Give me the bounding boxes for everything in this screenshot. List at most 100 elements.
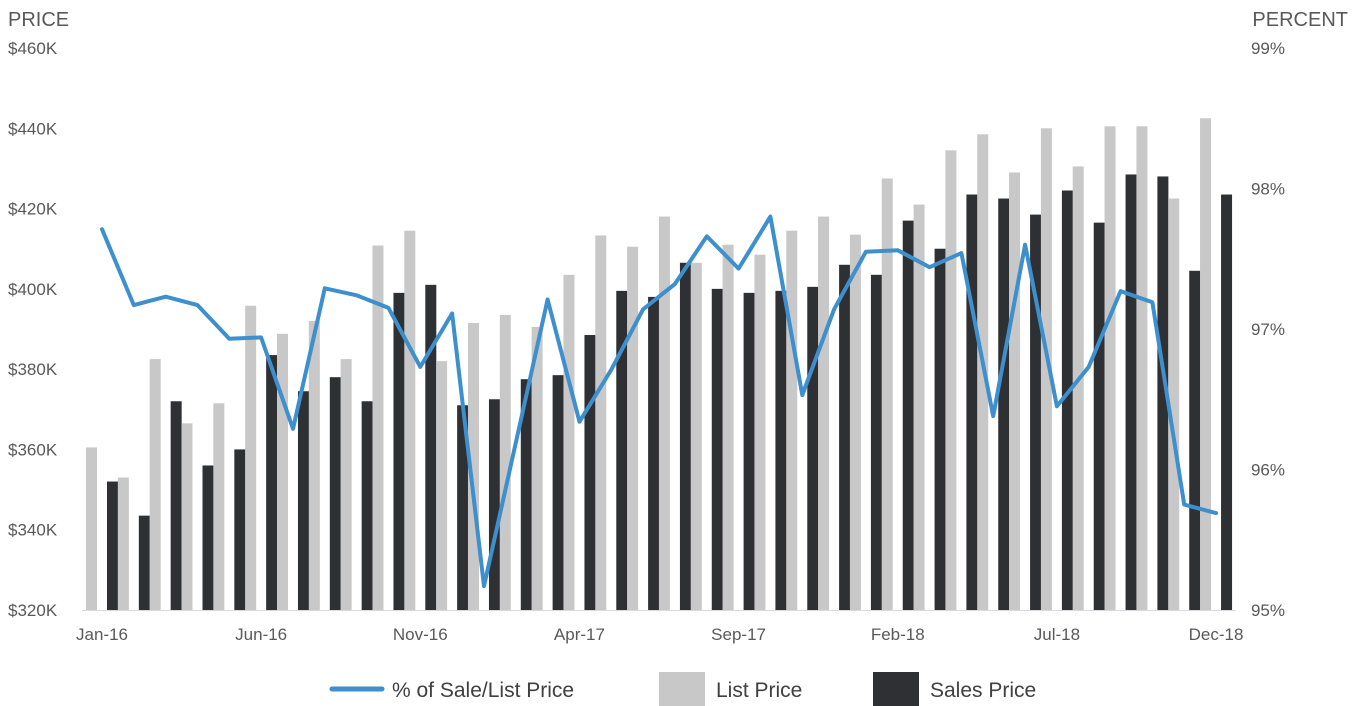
list-price-bar — [181, 423, 193, 610]
sales-price-bar — [616, 290, 628, 610]
sales-price-bar — [329, 377, 341, 610]
list-price-bar — [690, 262, 702, 610]
x-tick-label: Jul-18 — [1034, 625, 1080, 644]
left-tick-label: $380K — [8, 360, 58, 379]
list-price-bar — [1200, 118, 1212, 610]
x-tick-label: Feb-18 — [871, 625, 925, 644]
list-price-bar — [531, 326, 543, 610]
left-axis-ticks: $460K $440K $420K $400K $380K $360K $340K $320K — [8, 39, 58, 620]
right-tick-label: 95% — [1251, 601, 1285, 620]
sales-price-bar — [457, 405, 469, 610]
list-price-bar — [595, 235, 607, 610]
right-tick-label: 99% — [1251, 39, 1285, 58]
sales-price-bar — [998, 198, 1010, 611]
sales-price-bar — [743, 292, 755, 610]
sales-price-bar — [234, 449, 246, 610]
sales-price-bar — [902, 220, 914, 610]
list-price-bar — [722, 244, 734, 610]
left-tick-label: $360K — [8, 440, 58, 459]
sales-price-bar — [966, 194, 978, 610]
x-tick-label: Jun-16 — [235, 625, 287, 644]
sales-price-bar — [107, 481, 118, 610]
list-price-bar — [1168, 198, 1180, 611]
bar-series — [86, 118, 1233, 611]
list-price-bar — [913, 204, 925, 611]
list-price-bar — [372, 245, 384, 610]
right-axis-ticks: 99% 98% 97% 96% 95% — [1251, 39, 1285, 620]
sales-price-bar — [584, 335, 596, 610]
x-tick-label: Sep-17 — [711, 625, 766, 644]
sales-price-bar — [807, 286, 819, 610]
legend-sales-price-swatch — [873, 672, 919, 706]
sales-price-bar — [679, 262, 691, 610]
sales-price-bar — [934, 248, 946, 610]
left-tick-label: $400K — [8, 280, 58, 299]
percent-sale-list-line — [100, 214, 1218, 589]
list-price-bar — [436, 361, 448, 610]
list-price-bar — [308, 320, 320, 610]
sales-price-bar — [202, 465, 214, 610]
legend-label-list-price: List Price — [716, 679, 802, 702]
right-tick-label: 97% — [1251, 320, 1285, 339]
list-price-bar — [149, 359, 161, 610]
list-price-bar — [1104, 126, 1116, 611]
list-price-bar — [404, 230, 416, 610]
list-price-bar — [658, 216, 670, 610]
list-price-bar — [786, 230, 798, 610]
list-price-bar — [340, 359, 352, 610]
x-tick-label: Apr-17 — [554, 625, 605, 644]
left-tick-label: $320K — [8, 601, 58, 620]
left-tick-label: $340K — [8, 521, 58, 540]
line-series — [100, 214, 1218, 589]
x-tick-label: Jan-16 — [76, 625, 128, 644]
sales-price-bar — [488, 399, 500, 610]
legend-list-price-swatch — [659, 672, 705, 706]
sales-price-bar — [711, 288, 723, 610]
right-tick-label: 96% — [1251, 461, 1285, 480]
sales-price-bar — [1093, 222, 1105, 610]
left-tick-label: $440K — [8, 119, 58, 138]
sales-price-bar — [266, 355, 278, 610]
sales-price-bar — [1157, 176, 1169, 610]
sales-price-bar — [1061, 190, 1073, 610]
right-axis-title: PERCENT — [1252, 9, 1348, 31]
list-price-bar — [276, 333, 288, 610]
left-tick-label: $420K — [8, 200, 58, 219]
sales-price-bar — [1125, 174, 1137, 610]
list-price-bar — [213, 403, 225, 610]
list-price-bar — [1040, 128, 1052, 611]
list-price-bar — [1072, 166, 1084, 610]
sales-price-bar — [297, 391, 309, 610]
sales-price-bar — [775, 290, 787, 610]
list-price-bar — [754, 254, 766, 610]
right-tick-label: 98% — [1251, 180, 1285, 199]
list-price-bar — [499, 314, 511, 610]
sales-price-bar — [520, 379, 532, 610]
list-price-bar — [818, 216, 830, 610]
legend-label-sales-price: Sales Price — [930, 679, 1036, 702]
list-price-bar — [563, 274, 575, 610]
list-price-bar — [849, 234, 861, 610]
list-price-bar — [245, 305, 257, 610]
list-price-bar — [86, 447, 97, 610]
sales-price-bar — [393, 292, 405, 610]
sales-price-bar — [839, 264, 851, 610]
sales-price-bar — [1221, 194, 1233, 610]
sales-price-bar — [870, 274, 882, 610]
legend-label-percent: % of Sale/List Price — [392, 679, 574, 702]
x-axis-ticks: Jan-16 Jun-16 Nov-16 Apr-17 Sep-17 Feb-18 Jul-… — [76, 625, 1243, 644]
list-price-bar — [1136, 126, 1148, 611]
left-tick-label: $460K — [8, 39, 58, 58]
sales-price-bar — [1030, 214, 1042, 611]
list-price-bar — [467, 322, 479, 610]
sales-price-bar — [138, 515, 150, 610]
sales-price-bar — [552, 375, 564, 610]
sales-price-bar — [361, 401, 373, 610]
list-price-bar — [881, 178, 893, 610]
left-axis-title: PRICE — [8, 9, 69, 31]
legend: % of Sale/List Price List Price Sales Pric… — [329, 672, 1036, 706]
sales-price-bar — [1189, 270, 1201, 610]
list-price-bar — [627, 246, 639, 610]
sales-price-bar — [425, 284, 437, 610]
